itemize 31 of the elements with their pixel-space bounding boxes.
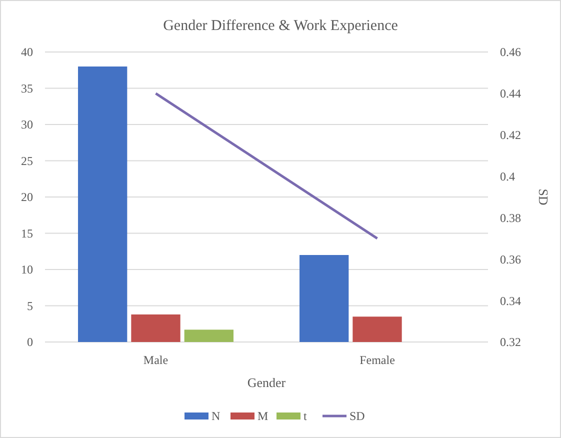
bar xyxy=(184,330,234,342)
bar xyxy=(352,316,402,342)
x-axis-title: Gender xyxy=(247,375,286,390)
chart-title: Gender Difference & Work Experience xyxy=(163,18,398,34)
y-tick-label: 15 xyxy=(21,226,33,240)
y2-tick-label: 0.38 xyxy=(500,210,521,225)
y-tick-label: 30 xyxy=(21,118,33,132)
x-tick-label: Female xyxy=(360,353,395,367)
legend-label: M xyxy=(258,409,268,424)
y2-axis-title: SD xyxy=(536,188,551,206)
bar xyxy=(78,66,128,342)
y-tick-label: 35 xyxy=(21,81,33,96)
y-tick-label: 0 xyxy=(27,335,33,350)
y2-tick-label: 0.32 xyxy=(500,335,521,350)
legend-label: SD xyxy=(350,409,366,424)
y2-tick-label: 0.44 xyxy=(500,86,521,101)
y2-tick-label: 0.42 xyxy=(500,128,521,142)
y-tick-label: 25 xyxy=(21,154,33,168)
y-tick-label: 5 xyxy=(27,298,33,313)
y2-tick-label: 0.34 xyxy=(500,294,521,308)
legend-label: N xyxy=(212,409,220,424)
x-tick-label: Male xyxy=(143,353,168,367)
legend-label: t xyxy=(304,409,308,424)
y-tick-label: 10 xyxy=(21,262,33,277)
y2-tick-label: 0.4 xyxy=(500,169,515,184)
bar xyxy=(131,314,180,342)
y2-tick-label: 0.36 xyxy=(500,252,521,266)
y-tick-label: 20 xyxy=(21,190,33,204)
y2-tick-label: 0.46 xyxy=(500,45,521,60)
y-tick-label: 40 xyxy=(21,45,33,60)
bar xyxy=(300,255,349,342)
